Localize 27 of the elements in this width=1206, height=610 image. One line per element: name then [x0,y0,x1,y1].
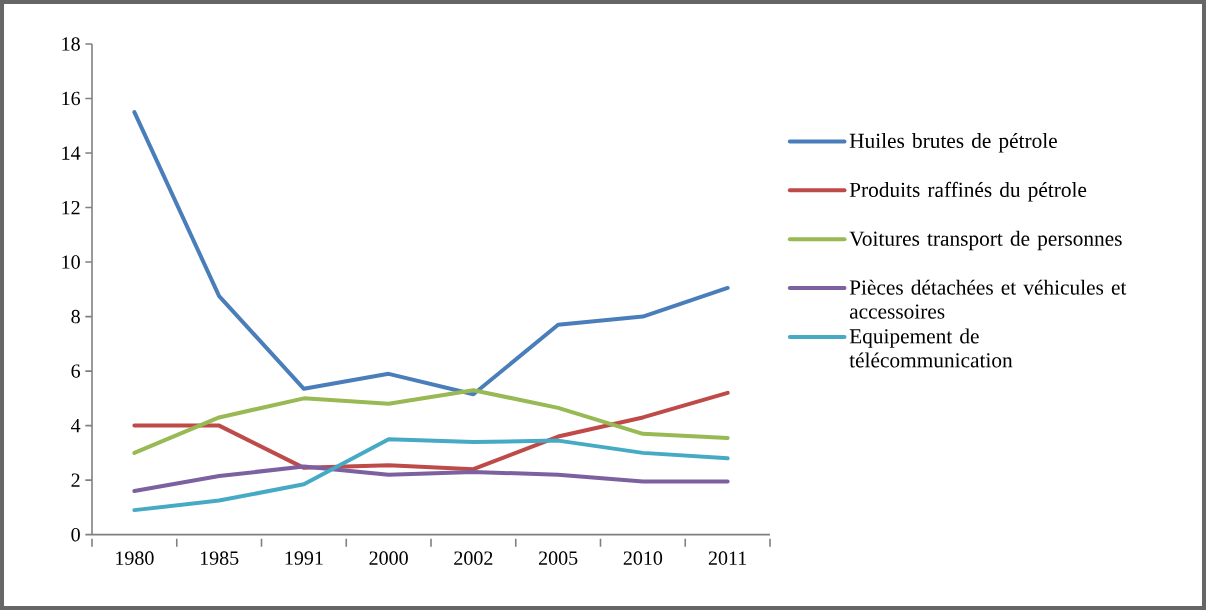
y-tick-label: 4 [71,419,81,433]
y-tick-label: 6 [71,364,81,378]
legend-label: Equipement de télécommunication [849,328,1013,368]
x-tick-label: 2005 [539,551,578,565]
y-tick-label: 18 [62,37,80,51]
y-tick-label: 12 [62,200,80,215]
y-tick-label: 14 [62,146,81,160]
x-tick-label: 1991 [285,551,323,565]
line-series [132,464,730,494]
y-tick-label: 8 [71,309,80,324]
x-tick-label: 2011 [708,551,747,565]
x-tick-label: 1985 [200,551,239,565]
line-series [132,388,730,455]
y-tick-label: 16 [62,91,81,106]
legend-label: Huiles brutes de pétrole [849,133,1057,153]
x-tick-label: 2010 [623,551,663,565]
y-tick-label: 2 [71,473,80,487]
y-tick-label: 0 [71,527,80,542]
legend-label: Produits raffinés du pétrole [849,181,1087,202]
line-series [132,110,730,397]
x-tick-label: 2000 [369,551,408,565]
legend-label: Pièces détachées et véhicules et accessoires [849,279,1127,319]
line-series [132,437,730,513]
y-tick-label: 10 [62,255,80,269]
x-tick-label: 1980 [116,551,154,565]
legend-label: Voitures transport de personnes [849,230,1122,251]
x-tick-label: 2002 [454,551,493,565]
